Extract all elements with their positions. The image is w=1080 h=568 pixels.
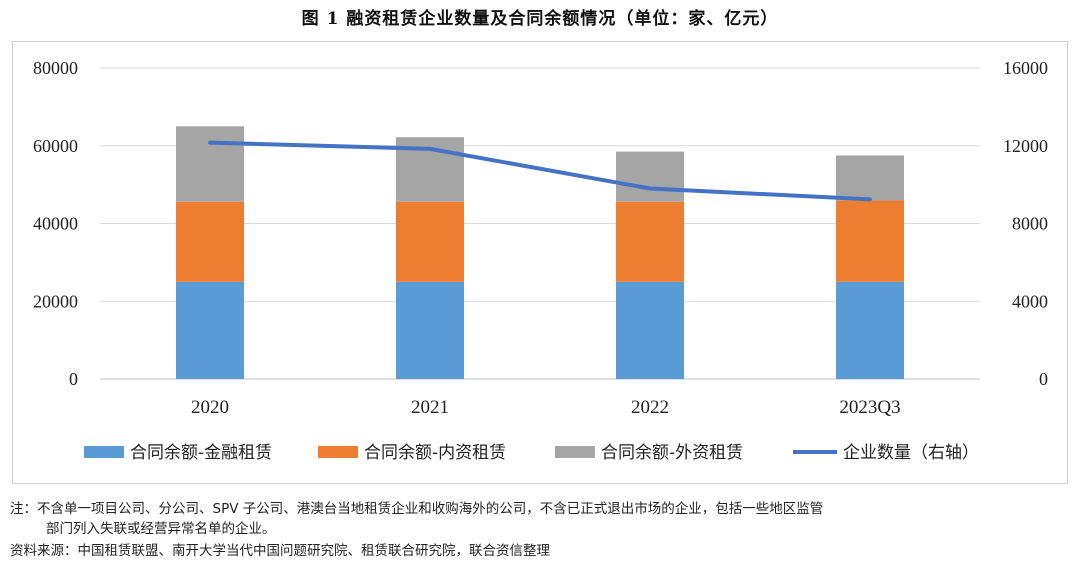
- y-axis-right: 0 4000 8000 12000 16000: [1003, 58, 1048, 389]
- y-left-tick-label: 20000: [33, 291, 78, 311]
- bar-segment-1: [396, 281, 464, 379]
- legend-label: 合同余额-外资租赁: [601, 443, 743, 463]
- line-point: [868, 197, 872, 201]
- chart-svg: 0 20000 40000 60000 80000 0 4000 8000 12000 1600…: [33, 58, 1048, 463]
- x-tick-label: 2020: [191, 397, 229, 418]
- gridlines: [100, 67, 980, 380]
- bar-segment-3: [176, 126, 244, 202]
- bar-segment-2: [616, 201, 684, 282]
- legend-swatch: [555, 446, 595, 458]
- bar-segment-1: [616, 281, 684, 379]
- legend-label: 合同余额-内资租赁: [364, 443, 506, 463]
- x-axis: 2020 2021 2022 2023Q3: [191, 397, 901, 418]
- bar-segment-1: [836, 281, 904, 379]
- chart-frame: [12, 41, 1068, 484]
- bar-segment-3: [616, 151, 684, 202]
- y-right-tick-label: 8000: [1012, 214, 1048, 234]
- y-right-tick-label: 16000: [1003, 58, 1048, 78]
- bar-segment-2: [176, 201, 244, 282]
- y-left-tick-label: 40000: [33, 214, 78, 234]
- source-note: 资料来源：中国租赁联盟、南开大学当代中国问题研究院、租赁联合研究院，联合资信整理: [10, 543, 550, 559]
- bar-segment-1: [176, 281, 244, 379]
- x-tick-label: 2021: [411, 397, 449, 418]
- line-point: [208, 141, 212, 145]
- x-tick-label: 2022: [631, 397, 669, 418]
- chart-title: 图 1 融资租赁企业数量及合同余额情况（单位：家、亿元）: [301, 9, 779, 29]
- y-right-tick-label: 4000: [1012, 291, 1048, 311]
- legend-swatch: [84, 446, 124, 458]
- y-axis-left: 0 20000 40000 60000 80000: [33, 58, 78, 389]
- line-series: [208, 140, 872, 202]
- line-point: [648, 187, 652, 191]
- y-right-tick-label: 0: [1039, 369, 1048, 389]
- y-left-tick-label: 0: [69, 369, 78, 389]
- legend-swatch: [318, 446, 358, 458]
- footnote-line-1: 注：不含单一项目公司、分公司、SPV 子公司、港澳台当地租赁企业和收购海外的公司…: [10, 501, 824, 517]
- legend-label: 合同余额-金融租赁: [130, 443, 272, 463]
- line-point: [428, 147, 432, 151]
- bar-segment-3: [836, 155, 904, 201]
- y-right-tick-label: 12000: [1003, 136, 1048, 156]
- bars: [176, 126, 904, 379]
- bar-segment-2: [396, 201, 464, 282]
- legend-label: 企业数量（右轴）: [843, 443, 979, 463]
- y-left-tick-label: 80000: [33, 58, 78, 78]
- footnote-line-2: 部门列入失联或经营异常名单的企业。: [46, 521, 276, 537]
- x-tick-label: 2023Q3: [839, 397, 900, 418]
- bar-segment-2: [836, 200, 904, 282]
- legend: 合同余额-金融租赁 合同余额-内资租赁 合同余额-外资租赁 企业数量（右轴）: [84, 443, 979, 463]
- line-series-path: [208, 140, 872, 202]
- y-left-tick-label: 60000: [33, 136, 78, 156]
